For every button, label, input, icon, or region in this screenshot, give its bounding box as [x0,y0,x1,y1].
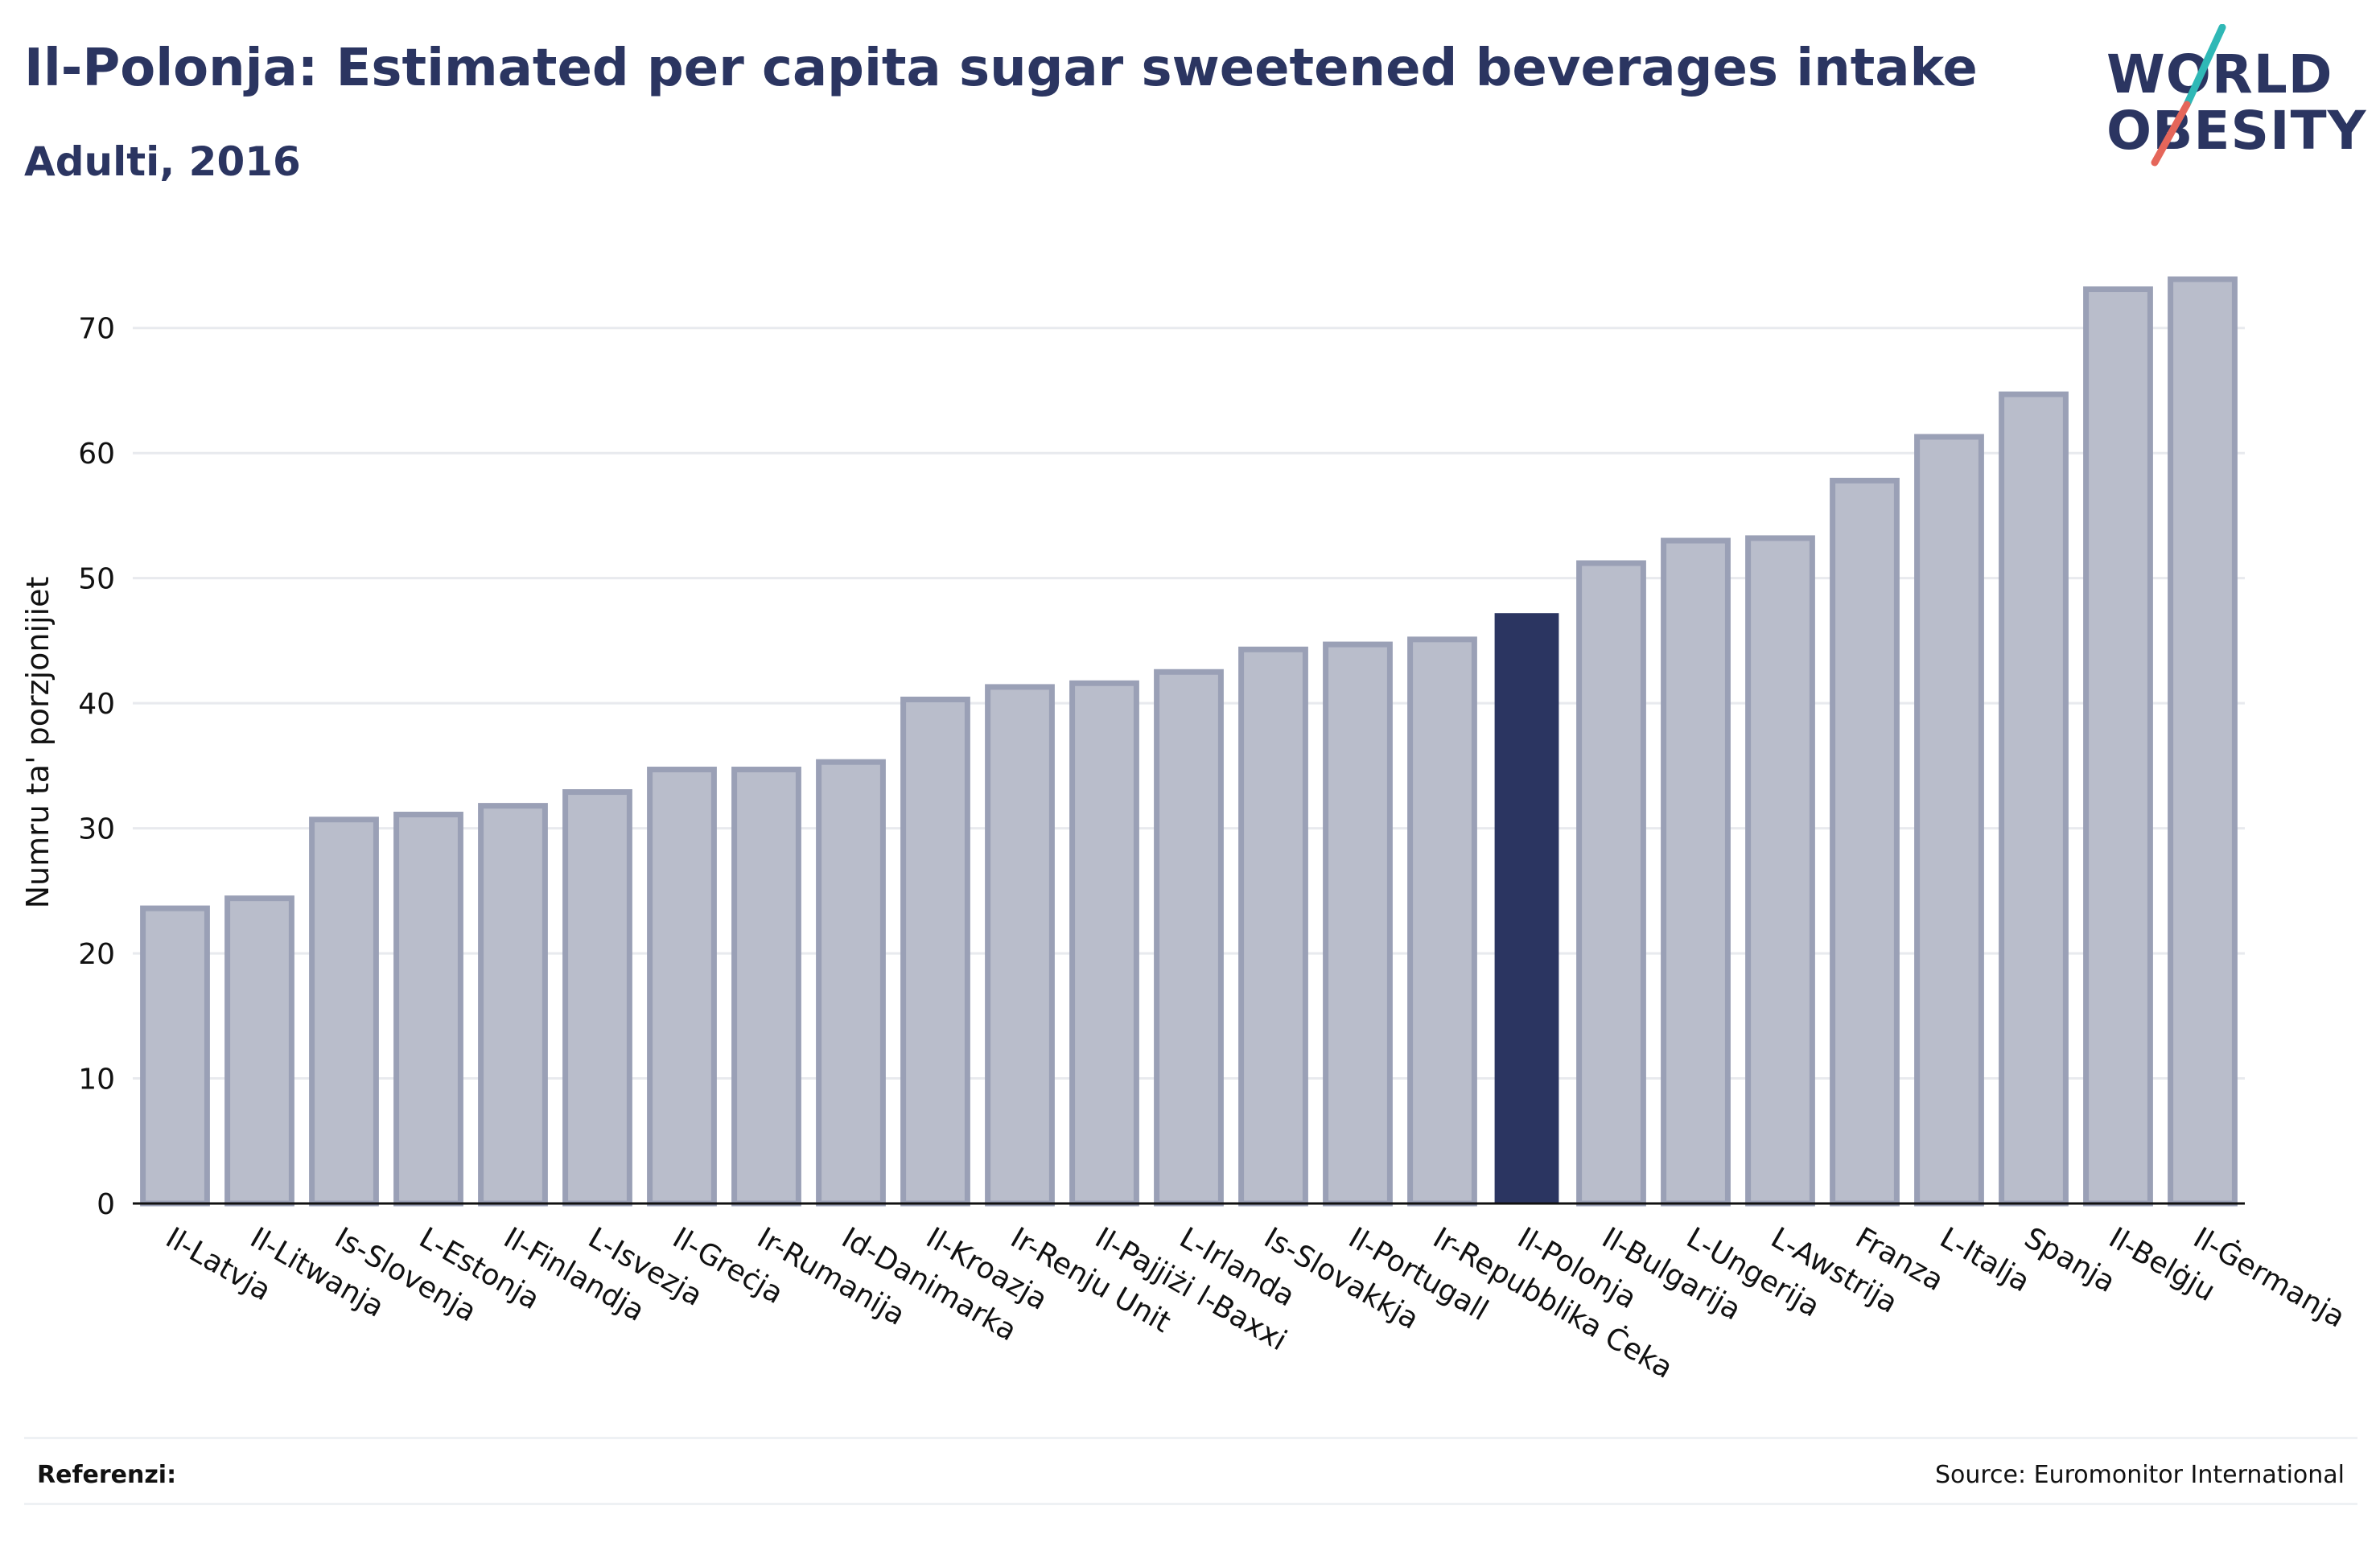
footer-divider-bottom [24,1503,2357,1505]
bar [562,789,632,1207]
x-tick-label: L-Italja [1934,1221,2036,1298]
x-tick-label: Spanja [2019,1221,2121,1299]
footer-divider-top [24,1437,2357,1439]
bar [1661,537,1731,1207]
bar [1154,669,1224,1207]
logo-word-world: WORLD [2106,43,2333,105]
bar [1999,391,2069,1207]
y-tick-label: 20 [78,938,115,971]
bar [1576,560,1646,1207]
y-tick-label: 40 [78,688,115,721]
logo-slash-icon [2151,24,2226,167]
bar [1745,535,1815,1207]
chart-title: Il-Polonja: Estimated per capita sugar s… [24,39,1978,98]
bar-highlighted [1494,613,1559,1203]
bar [900,696,970,1207]
bars [140,276,2238,1207]
y-axis-label: Numru ta' porzjonijiet [20,577,56,909]
bar [140,905,210,1207]
bar [224,895,294,1207]
logo-word-obesity: OBESITY [2106,100,2367,162]
x-tick-labels: Il-LatvjaIl-LitwanjaIs-SlovenjaL-Estonja… [160,1220,2351,1385]
source-note: Source: Euromonitor International [1934,1461,2345,1489]
y-tick-label: 50 [78,563,115,596]
bar [393,811,463,1207]
bar [1323,641,1393,1207]
y-tick-label: 60 [78,438,115,471]
bar-chart: 0 10 20 30 40 50 60 70 Il-LatvjaIl-LitwanjaIs-S… [20,276,2351,1385]
y-tick-label: 10 [78,1064,115,1096]
y-tick-label: 70 [78,313,115,346]
bar [478,803,548,1207]
y-tick-labels: 0 10 20 30 40 50 60 70 [78,313,115,1221]
bar [2083,286,2153,1207]
bar [2168,276,2238,1207]
chart-subtitle: Adulti, 2016 [24,138,301,185]
bar [309,817,379,1207]
bar [816,759,886,1207]
bar [1238,646,1308,1207]
bar [1069,680,1139,1207]
bar [731,767,801,1207]
bar [985,684,1055,1207]
bar [1830,477,1900,1207]
y-tick-label: 30 [78,813,115,846]
references-label: Referenzi: [37,1461,177,1489]
bar [1407,636,1477,1207]
bar [1914,434,1984,1207]
world-obesity-logo: WORLD OBESITY [2092,24,2366,169]
bar [647,767,717,1207]
y-tick-label: 0 [97,1188,115,1221]
